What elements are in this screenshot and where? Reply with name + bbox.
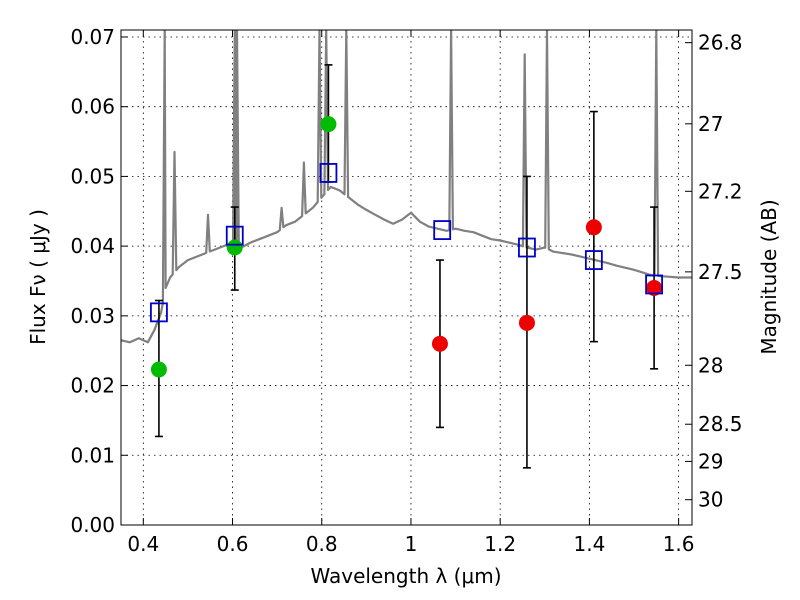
x-tick-label: 1.6 bbox=[663, 532, 695, 556]
right-axis-ticks: 26.8 27 27.2 27.5 28 28.5 29 30 bbox=[685, 31, 743, 512]
right-tick-label: 27 bbox=[698, 112, 723, 136]
x-axis-ticks: 0.4 0.6 0.8 1 1.2 1.4 1.6 bbox=[127, 30, 695, 556]
x-tick-label: 1.2 bbox=[484, 532, 516, 556]
plot-frame bbox=[120, 29, 693, 526]
detection-point bbox=[320, 116, 337, 133]
y-axis-label: Flux Fν ( μJy ) bbox=[26, 209, 50, 345]
y-tick-label: 0.03 bbox=[70, 304, 115, 328]
model-band-points bbox=[150, 163, 663, 323]
y-tick-label: 0.06 bbox=[70, 95, 115, 119]
model-band-square bbox=[645, 274, 663, 295]
model-band-square bbox=[225, 225, 244, 246]
right-tick-label: 26.8 bbox=[698, 31, 743, 55]
model-band-square bbox=[150, 302, 168, 323]
nondetection-point bbox=[518, 314, 535, 331]
right-tick-label: 29 bbox=[698, 449, 723, 473]
y-tick-label: 0.05 bbox=[70, 164, 115, 188]
nondetection-point bbox=[585, 219, 602, 236]
model-spectrum-line bbox=[121, 30, 692, 344]
error-bars bbox=[154, 64, 659, 469]
x-tick-label: 0.8 bbox=[306, 532, 338, 556]
detection-point bbox=[226, 239, 243, 256]
x-tick-label: 0.6 bbox=[217, 532, 249, 556]
y-tick-label: 0.07 bbox=[70, 25, 115, 49]
x-tick-label: 1.4 bbox=[573, 532, 605, 556]
grid-lines bbox=[121, 30, 692, 526]
photometry-points bbox=[150, 116, 663, 378]
y-tick-label: 0.00 bbox=[70, 513, 115, 537]
right-tick-label: 27.5 bbox=[698, 260, 743, 284]
right-tick-label: 28 bbox=[698, 353, 723, 377]
x-axis-label: Wavelength λ (μm) bbox=[310, 564, 501, 588]
model-band-square bbox=[518, 237, 536, 258]
nondetection-point bbox=[431, 335, 448, 352]
y-axis-ticks: 0.00 0.01 0.02 0.03 0.04 0.05 0.06 0.07 bbox=[70, 25, 128, 537]
model-band-square bbox=[584, 250, 603, 270]
right-axis-label: Magnitude (AB) bbox=[757, 199, 781, 354]
x-tick-label: 0.4 bbox=[127, 532, 159, 556]
right-tick-label: 28.5 bbox=[698, 412, 743, 436]
y-tick-label: 0.01 bbox=[70, 443, 115, 467]
y-tick-label: 0.04 bbox=[70, 234, 115, 258]
x-tick-label: 1 bbox=[405, 532, 418, 556]
y-tick-label: 0.02 bbox=[70, 374, 115, 398]
detection-point bbox=[150, 361, 167, 378]
model-band-square bbox=[319, 163, 338, 183]
model-spectrum bbox=[121, 30, 692, 344]
right-tick-label: 27.2 bbox=[698, 179, 743, 203]
model-band-square bbox=[433, 220, 452, 240]
right-tick-label: 30 bbox=[698, 488, 723, 512]
